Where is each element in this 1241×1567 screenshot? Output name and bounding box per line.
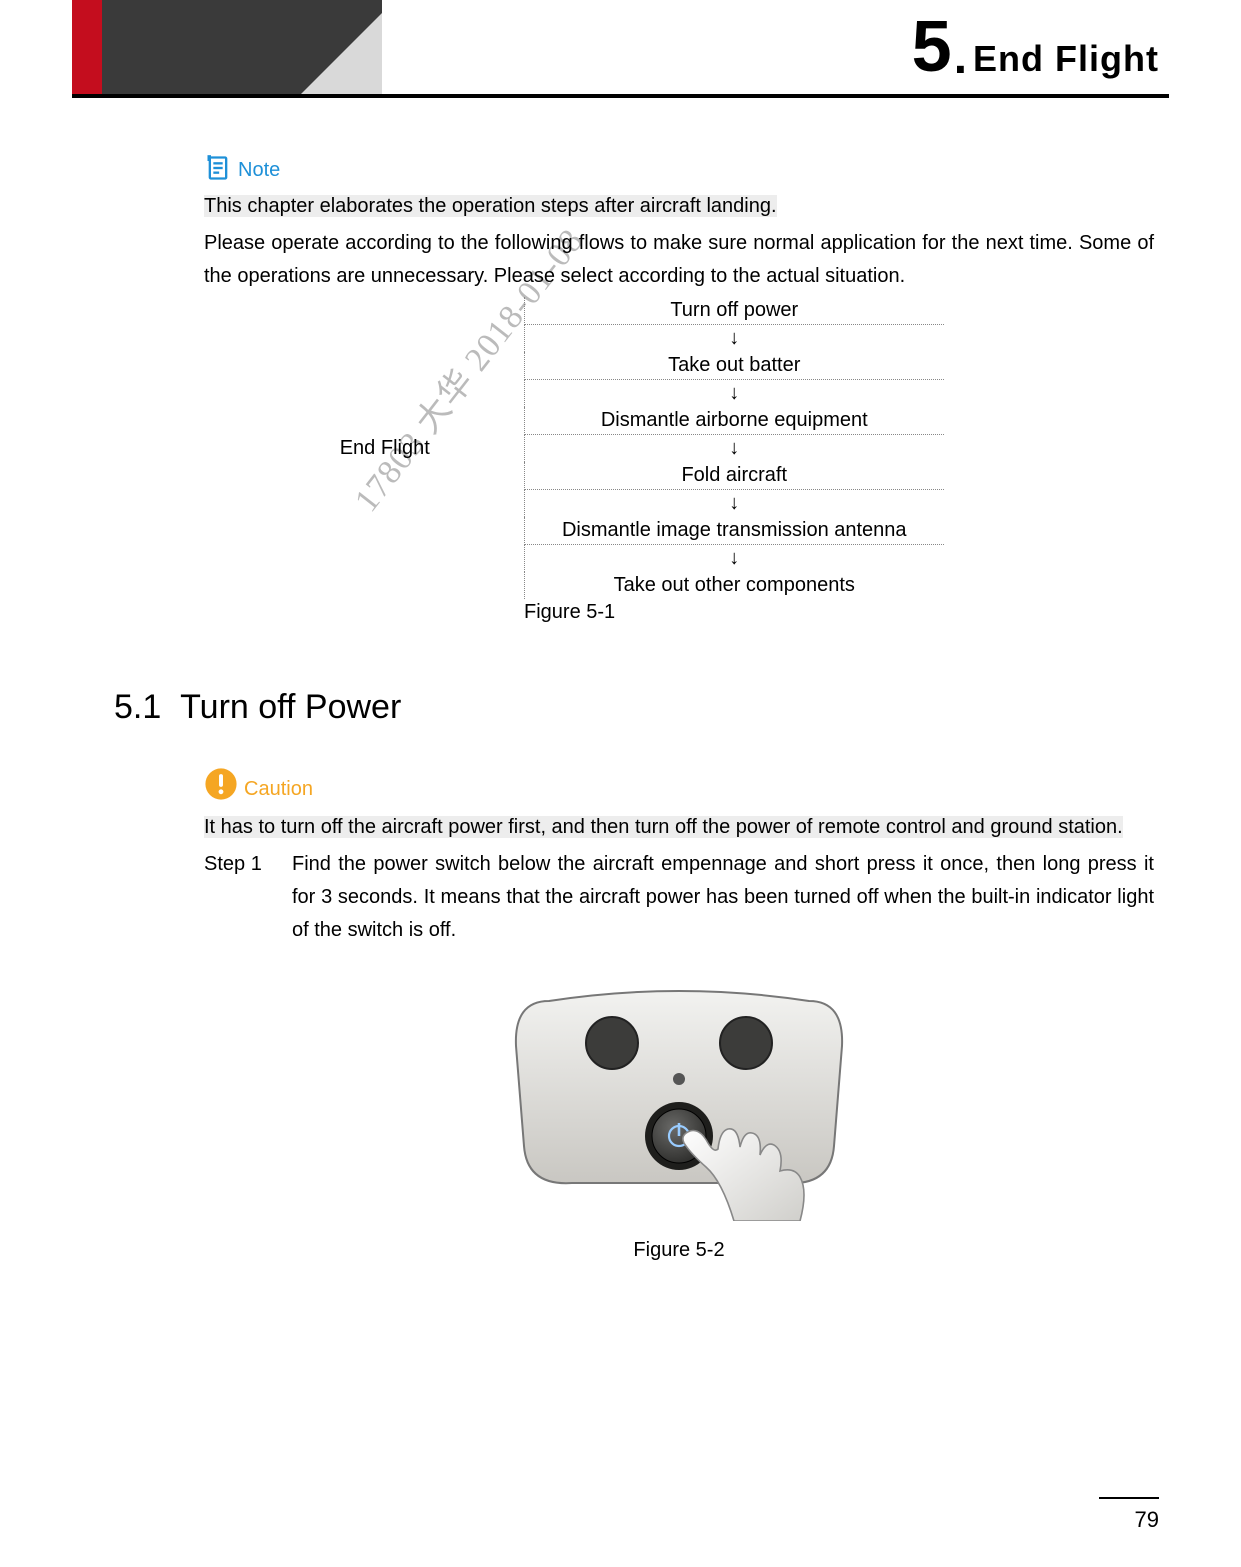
flow-step: Turn off power [524,297,944,325]
section-title: Turn off Power [180,688,401,726]
flow-step: Take out other components [524,572,944,599]
chapter-title: End Flight [973,12,1159,106]
flow-step: Take out batter [524,352,944,380]
flow-arrow: ↓ [524,490,944,518]
flow-step: Dismantle image transmission antenna [524,517,944,545]
figure-5-2-caption: Figure 5-2 [633,1239,724,1262]
caution-label: Caution [244,778,313,801]
figure-5-2-illustration [494,971,864,1221]
flow-arrow: ↓ [524,380,944,408]
page-content: Note This chapter elaborates the operati… [204,150,1154,1262]
section-number: 5.1 [114,688,161,726]
page: 5 . End Flight 17803 大华 2018-01-08 Note … [0,0,1241,1567]
flow-step: Dismantle airborne equipment [524,407,944,435]
caution-highlight-line: It has to turn off the aircraft power fi… [204,811,1154,844]
note-highlight-line: This chapter elaborates the operation st… [204,190,1154,223]
flow-left-label: End Flight [204,297,524,599]
caution-icon [204,767,238,801]
page-number-rule [1099,1497,1159,1499]
flow-arrow: ↓ [524,435,944,463]
chapter-number: 5 [912,0,952,94]
flow-arrow: ↓ [524,325,944,353]
step-1-block: Step 1 Find the power switch below the a… [204,848,1154,947]
step-1-label: Step 1 [204,848,292,947]
figure-5-1-caption: Figure 5-1 [204,601,1154,624]
note-header: Note [204,154,1154,182]
note-highlight-text: This chapter elaborates the operation st… [204,195,777,217]
chapter-title-block: 5 . End Flight [912,0,1159,94]
note-icon [204,154,232,182]
note-label: Note [238,159,280,182]
page-number: 79 [1135,1507,1159,1533]
end-flight-flow-table: End Flight Turn off power ↓ Take out bat… [204,297,944,599]
figure-5-2-wrap: Figure 5-2 [204,971,1154,1262]
step-1-text: Find the power switch below the aircraft… [292,848,1154,947]
flow-arrow: ↓ [524,545,944,573]
header-underline [72,94,1169,98]
page-header: 5 . End Flight [0,0,1241,94]
section-heading: 5.1 Turn off Power [114,688,1154,727]
header-red-stripe [72,0,102,94]
caution-highlight-text: It has to turn off the aircraft power fi… [204,816,1123,838]
header-diagonal-stripes [102,0,382,94]
caution-header: Caution [204,767,1154,801]
note-paragraph: Please operate according to the followin… [204,227,1154,293]
flow-step: Fold aircraft [524,462,944,490]
chapter-dot: . [954,30,967,85]
